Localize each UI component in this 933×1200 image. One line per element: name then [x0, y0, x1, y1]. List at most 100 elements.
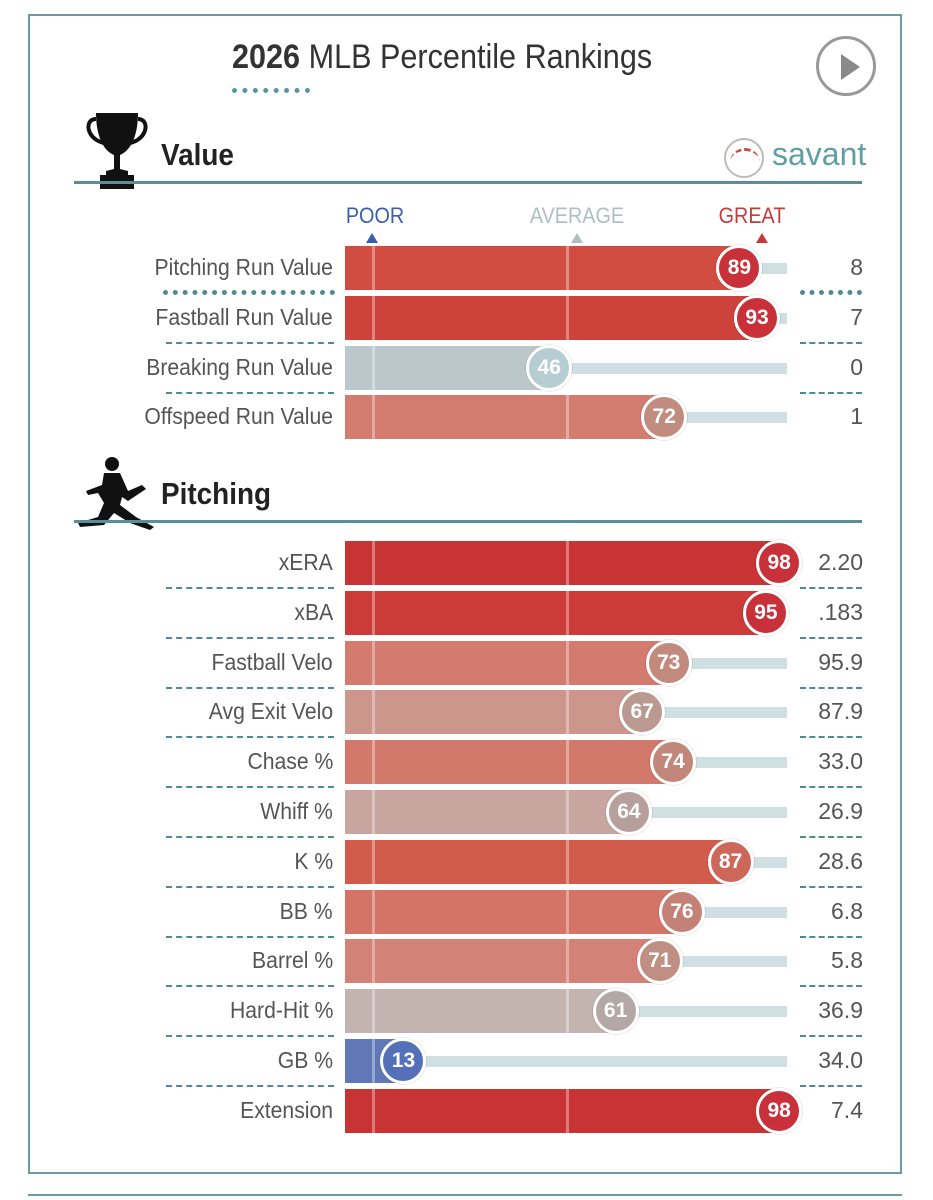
savant-logo-text: savant: [772, 136, 867, 172]
percentile-track: [663, 412, 787, 424]
percentile-badge: 89: [716, 245, 763, 291]
percentile-badge: 95: [742, 589, 789, 636]
metric-label: Hard-Hit %: [229, 997, 333, 1024]
metric-label: BB %: [280, 897, 333, 924]
bar-gridline: [566, 740, 569, 785]
row-separator-right: [800, 1035, 862, 1038]
metric-value: 34.0: [818, 1047, 863, 1073]
bar-gridline: [371, 395, 375, 440]
row-separator-right: [800, 636, 862, 639]
metric-value: 1: [850, 403, 863, 430]
row-separator-right: [800, 341, 862, 344]
metric-label: Breaking Run Value: [146, 353, 333, 380]
row-separator-left: [166, 985, 334, 988]
percentile-bar: [345, 889, 681, 934]
section-title-value: Value: [161, 137, 234, 172]
percentile-bar: [345, 989, 615, 1034]
percentile-bar: [345, 839, 730, 884]
row-separator-left: [166, 736, 334, 739]
bar-gridline: [371, 939, 375, 984]
metric-value: 6.8: [831, 897, 863, 924]
metric-value: 0: [850, 353, 863, 380]
bar-gridline: [566, 790, 569, 834]
percentile-badge: 74: [650, 739, 697, 786]
title-year: 2026: [232, 38, 301, 76]
metric-value: .183: [818, 598, 863, 625]
percentile-badge: 98: [756, 540, 803, 586]
percentile-bar: [345, 640, 668, 685]
percentile-badge: 76: [658, 888, 705, 935]
pitcher-icon: [78, 457, 154, 530]
metric-value: 95.9: [818, 648, 863, 675]
savant-baseball-icon: [724, 138, 764, 178]
metric-value: 5.8: [831, 947, 863, 974]
metric-label: GB %: [277, 1047, 333, 1073]
section-rule-value: [74, 181, 862, 184]
row-separator-right: [800, 985, 862, 988]
row-separator-right: [800, 391, 862, 394]
percentile-bar: [345, 541, 779, 585]
metric-label: xBA: [294, 598, 333, 625]
metric-value: 26.9: [818, 798, 863, 824]
row-separator-left: [166, 1085, 334, 1087]
row-separator-left: [166, 836, 334, 838]
percentile-badge: 87: [707, 838, 754, 885]
bar-gridline: [371, 640, 375, 685]
percentile-badge: 98: [756, 1087, 803, 1134]
percentile-bar: [345, 246, 739, 290]
row-separator-right: [800, 1085, 862, 1087]
metric-value: 36.9: [818, 997, 863, 1024]
metric-label: Extension: [240, 1096, 333, 1123]
metric-value: 2.20: [818, 549, 863, 575]
play-button[interactable]: [816, 36, 876, 96]
bar-gridline: [371, 590, 375, 635]
metric-label: Pitching Run Value: [154, 254, 333, 280]
bar-gridline: [371, 345, 375, 390]
percentile-badge: 46: [526, 344, 573, 391]
scale-poor-label: POOR: [345, 203, 405, 228]
row-separator-left: [166, 786, 334, 789]
row-separator-right: [800, 786, 862, 789]
bar-gridline: [566, 690, 569, 735]
row-separator-right: [800, 885, 862, 888]
average-marker: [571, 233, 583, 243]
row-separator-left: [166, 935, 334, 938]
metric-label: Fastball Run Value: [155, 303, 333, 330]
bar-gridline: [566, 295, 569, 340]
next-card-border: [28, 1194, 902, 1196]
percentile-badge: 71: [636, 938, 683, 985]
section-rule-pitching: [74, 520, 862, 523]
percentile-bar: [345, 395, 664, 440]
percentile-track: [627, 807, 787, 818]
bar-gridline: [371, 1088, 375, 1133]
percentile-track: [658, 956, 787, 968]
bar-gridline: [371, 740, 375, 785]
percentile-badge: 93: [734, 294, 781, 341]
title-underline: [232, 88, 310, 93]
bar-gridline: [371, 541, 375, 585]
bar-gridline: [566, 989, 569, 1034]
section-title-pitching: Pitching: [161, 476, 272, 511]
row-separator-left: [166, 587, 334, 589]
percentile-bar: [345, 345, 549, 390]
bar-gridline: [371, 889, 375, 934]
bar-gridline: [566, 590, 569, 635]
percentile-track: [641, 707, 787, 719]
metric-label: Barrel %: [251, 947, 333, 974]
bar-gridline: [371, 690, 375, 735]
metric-label: K %: [294, 847, 333, 874]
scale-great-label: GREAT: [718, 203, 786, 228]
percentile-badge: 64: [605, 789, 652, 835]
bar-gridline: [566, 889, 569, 934]
percentile-bar: [345, 690, 642, 735]
bar-gridline: [371, 295, 375, 340]
row-separator-right: [800, 935, 862, 938]
row-separator-left: [163, 290, 335, 295]
page-title: 2026 MLB Percentile Rankings: [232, 38, 652, 77]
row-separator-right: [800, 836, 862, 838]
percentile-track: [680, 906, 787, 918]
title-text: MLB Percentile Rankings: [308, 38, 653, 76]
bar-gridline: [371, 1039, 375, 1083]
percentile-badge: 61: [592, 988, 639, 1035]
metric-value: 28.6: [818, 847, 863, 874]
